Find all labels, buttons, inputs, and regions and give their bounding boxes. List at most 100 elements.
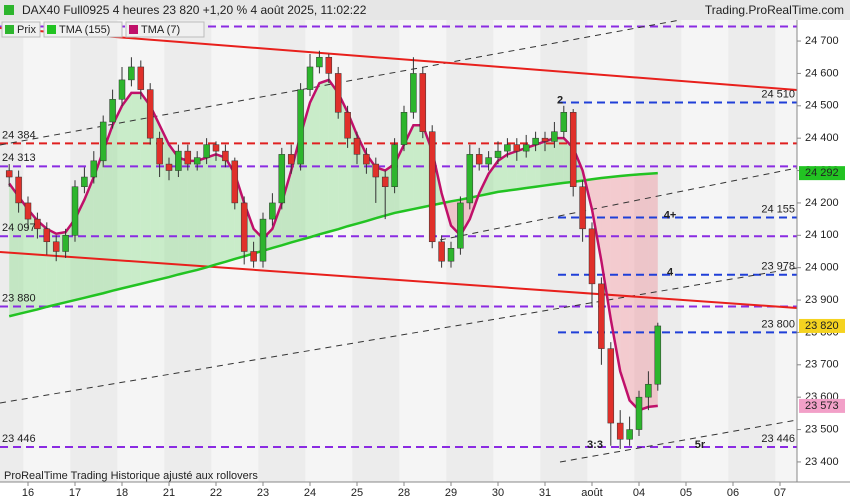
y-tick-label: 24 500 — [805, 100, 839, 112]
y-tick-label: 24 400 — [805, 132, 839, 144]
header-bar — [0, 0, 850, 20]
fill-area — [601, 177, 611, 320]
fill-area — [629, 174, 639, 411]
y-tick-label: 23 900 — [805, 294, 839, 306]
candle-body — [494, 150, 502, 158]
wave-label: 2 — [557, 94, 563, 106]
x-tick-label: 04 — [633, 487, 645, 499]
wave-label: 4+ — [664, 209, 677, 221]
legend-swatch — [47, 25, 56, 34]
candle-body — [259, 218, 267, 262]
candle-body — [99, 121, 107, 162]
fill-area — [310, 83, 320, 238]
candle-body — [306, 66, 314, 90]
x-tick-label: 07 — [774, 487, 786, 499]
x-tick-label: 21 — [163, 487, 175, 499]
trend-line — [0, 251, 798, 309]
legend-label: Prix — [17, 24, 36, 36]
candle-body — [569, 112, 577, 187]
price-tag — [799, 318, 845, 333]
candle-body — [156, 137, 163, 165]
fill-area — [187, 160, 198, 273]
candle-body — [372, 163, 380, 178]
x-tick-label: 18 — [116, 487, 128, 499]
channel-line — [439, 167, 798, 241]
fill-area — [84, 177, 94, 298]
fill-area — [18, 196, 28, 314]
candle-body — [52, 241, 60, 252]
x-tick-label: 05 — [680, 487, 692, 499]
legend-label: TMA (155) — [59, 24, 110, 36]
candle-body — [278, 154, 286, 204]
candle-body — [34, 218, 41, 230]
fill-area — [216, 154, 226, 265]
candle-body — [428, 131, 436, 243]
fill-area — [441, 193, 451, 226]
fill-area — [498, 154, 508, 192]
candle-body — [62, 235, 69, 252]
day-band — [681, 20, 729, 482]
candle-body — [551, 131, 558, 142]
candle-body — [240, 202, 248, 252]
labels: 24 510 2 24 384 24 313 24 155 4+ 24 097 23 978 4… — [2, 88, 795, 450]
price-tag-label: 24 292 — [805, 167, 839, 179]
wave-label: 5r — [695, 439, 706, 451]
candle-body — [128, 66, 135, 81]
fill-area — [206, 154, 216, 268]
fill-area — [554, 138, 564, 185]
candle-body — [381, 176, 389, 187]
legend-box — [43, 21, 123, 38]
candle-body — [175, 150, 182, 171]
x-tick-label: 17 — [69, 487, 81, 499]
candle-body — [400, 112, 408, 145]
candle-body — [222, 150, 229, 162]
fill-area — [592, 177, 602, 262]
x-tick-label: 22 — [210, 487, 222, 499]
legend-box — [125, 21, 205, 38]
day-band — [493, 20, 541, 482]
candle-body — [81, 176, 88, 187]
fill-area — [639, 173, 649, 411]
fill-area — [610, 176, 621, 372]
candle-body — [90, 160, 98, 178]
candle-body — [635, 396, 643, 430]
candle-body — [146, 89, 154, 139]
legend-swatch — [129, 25, 138, 34]
candle-body — [504, 144, 511, 152]
fill-area — [328, 79, 339, 232]
fill-area — [197, 157, 207, 270]
fill-area — [178, 157, 188, 275]
candle-body — [15, 176, 22, 204]
level-label: 23 800 — [761, 318, 795, 330]
y-tick-label: 24 700 — [805, 35, 839, 47]
candle-body — [43, 228, 51, 243]
candle-body — [626, 429, 633, 440]
level-label: 23 880 — [2, 292, 36, 304]
candle-body — [71, 186, 79, 236]
price-tag-label: 23 820 — [805, 320, 839, 332]
level-label: 24 384 — [2, 129, 36, 141]
x-tick-label: 16 — [22, 487, 34, 499]
fills — [9, 79, 658, 411]
candle-body — [363, 154, 370, 165]
candle-body — [532, 137, 539, 145]
fill-area — [545, 138, 555, 186]
x-tick-label: 28 — [398, 487, 410, 499]
candle-body — [334, 73, 342, 113]
y-tick-label: 23 500 — [805, 423, 839, 435]
candle-body — [269, 202, 276, 220]
channel-line — [559, 419, 798, 463]
candle-body — [579, 186, 586, 230]
candle-body — [203, 144, 210, 158]
candle-body — [598, 283, 605, 349]
candle-body — [447, 247, 455, 262]
candle-body — [607, 348, 615, 424]
candle-body — [184, 150, 192, 165]
legend: Prix TMA (155) TMA (7) — [1, 21, 205, 38]
y-tick-label: 24 100 — [805, 229, 839, 241]
candle-body — [250, 251, 257, 262]
level-label: 24 155 — [761, 203, 795, 215]
y-tick-label: 24 200 — [805, 197, 839, 209]
fill-area — [516, 147, 527, 190]
